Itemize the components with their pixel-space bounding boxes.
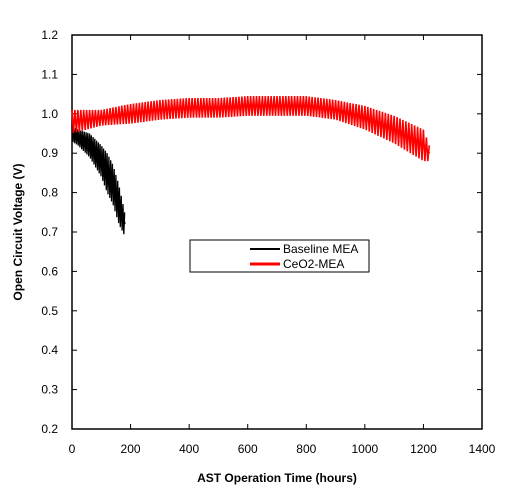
- legend-box: [189, 239, 370, 273]
- x-axis-title: AST Operation Time (hours): [197, 471, 357, 485]
- y-tick-label: 1.2: [41, 28, 58, 42]
- x-tick-label: 0: [69, 442, 76, 456]
- y-axis-title: Open Circuit Voltage (V): [11, 163, 25, 300]
- x-tick-label: 1000: [352, 442, 379, 456]
- y-axis: 0.2 0.3 0.4 0.5 0.6 0.7 0.8 0.9 1.0 1.1 1.2: [41, 28, 482, 436]
- y-tick-label: 0.9: [41, 146, 58, 160]
- series-layer: [71, 96, 431, 235]
- x-tick-label: 400: [179, 442, 199, 456]
- x-axis: 0 200 400 600 800 1000 1200 1400: [69, 35, 496, 456]
- y-tick-label: 0.3: [41, 383, 58, 397]
- y-tick-label: 0.5: [41, 304, 58, 318]
- x-tick-label: 1400: [469, 442, 496, 456]
- x-tick-label: 200: [121, 442, 141, 456]
- series-baseline-trend: [71, 132, 126, 225]
- x-tick-label: 1200: [410, 442, 437, 456]
- series-baseline-mea: [71, 125, 126, 235]
- x-tick-label: 800: [296, 442, 316, 456]
- legend-label-baseline: Baseline MEA: [283, 242, 358, 256]
- plot-area-frame: [71, 34, 483, 430]
- y-tick-label: 1.0: [41, 107, 58, 121]
- series-ceo2-trend: [71, 104, 431, 154]
- y-tick-label: 0.7: [41, 225, 58, 239]
- y-tick-label: 0.4: [41, 343, 58, 357]
- y-tick-label: 0.6: [41, 264, 58, 278]
- y-tick-label: 0.8: [41, 186, 58, 200]
- legend-label-ceo2: CeO2-MEA: [283, 257, 344, 271]
- legend: Baseline MEA CeO2-MEA: [189, 239, 370, 273]
- x-tick-label: 600: [238, 442, 258, 456]
- series-ceo2-mea: [71, 96, 431, 162]
- y-tick-label: 1.1: [41, 67, 58, 81]
- y-tick-label: 0.2: [41, 422, 58, 436]
